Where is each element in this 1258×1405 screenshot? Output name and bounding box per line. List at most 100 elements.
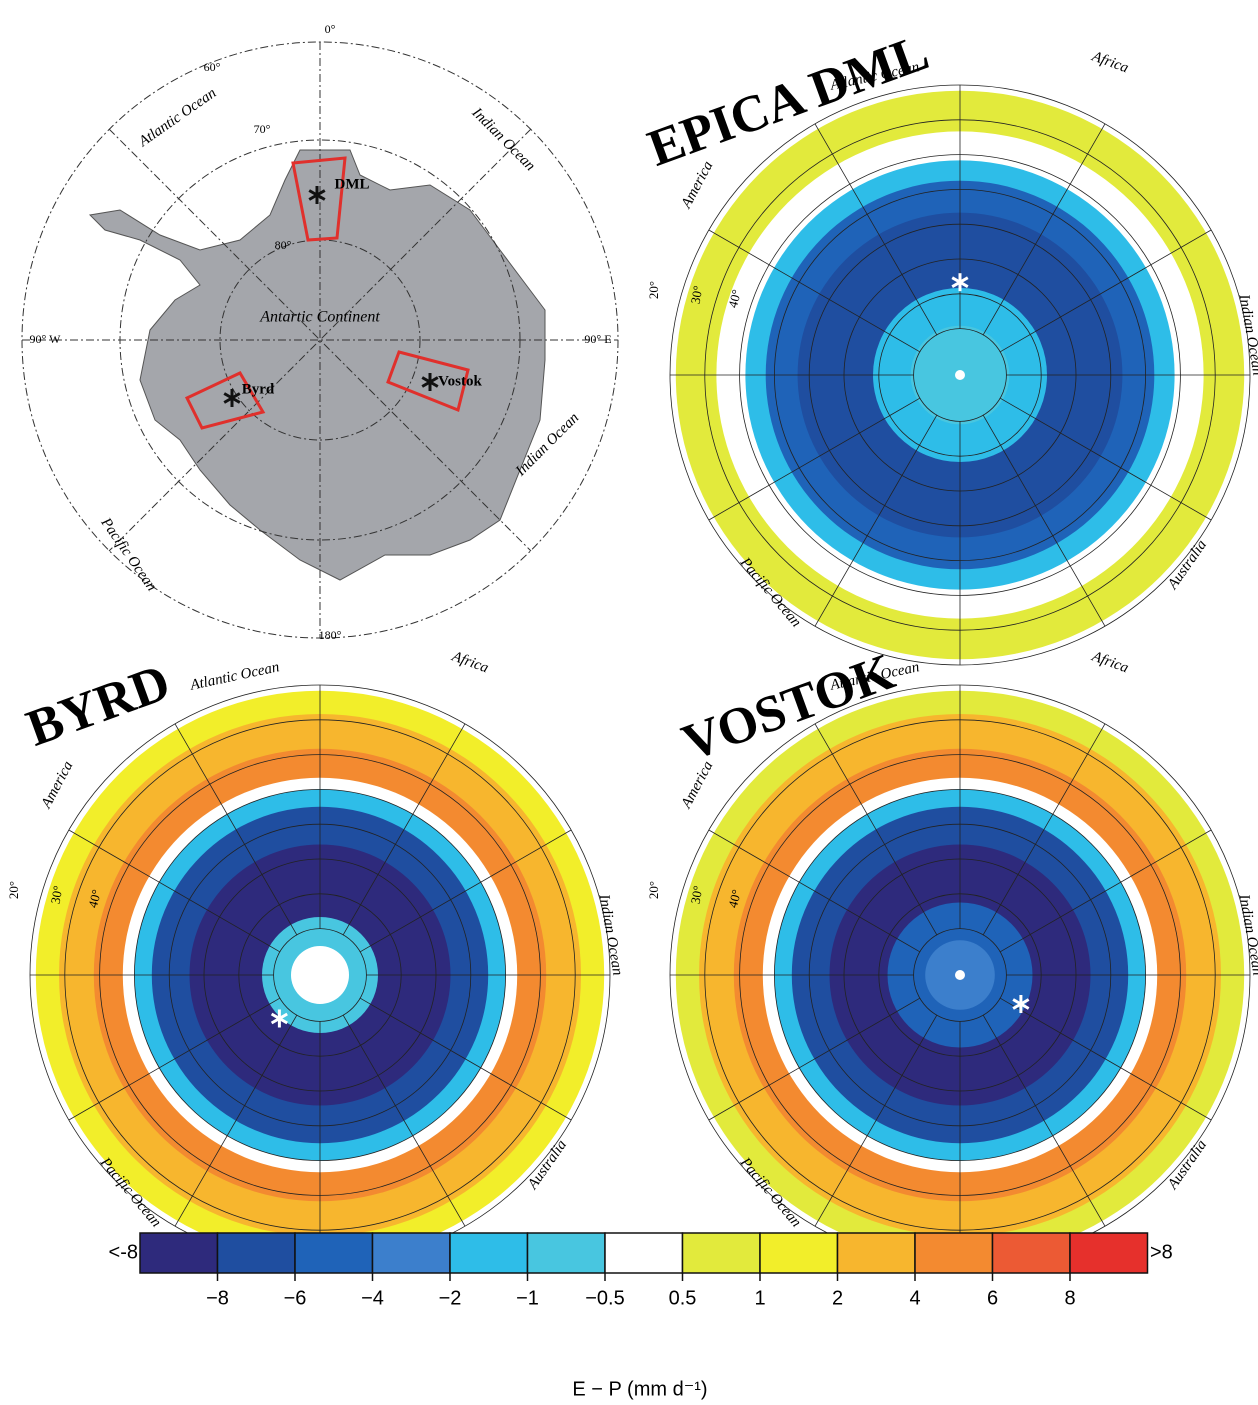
graticule	[359, 997, 572, 1121]
grid-label: 180°	[319, 628, 342, 642]
site-box	[291, 156, 347, 242]
colorbar-tick-label: −0.5	[585, 1287, 624, 1309]
graticule	[708, 829, 921, 953]
map-label: 20°	[6, 881, 21, 899]
overview-map	[21, 41, 619, 639]
ocean-label: Atlantic Ocean	[135, 85, 219, 151]
meridian	[108, 128, 532, 552]
graticule	[999, 997, 1212, 1121]
map-label: 20°	[646, 281, 661, 299]
grid-label: 90° W	[30, 332, 62, 346]
site-asterisk	[270, 1012, 288, 1025]
grid-label: 70°	[254, 122, 271, 136]
map-label: America	[678, 759, 716, 812]
colorbar-tick-label: −4	[361, 1287, 384, 1309]
grid-label: 0°	[325, 22, 336, 36]
graticule	[708, 997, 921, 1121]
ep-panel	[669, 684, 1251, 1266]
ocean-label: Indian Ocean	[468, 104, 538, 174]
continent	[88, 149, 546, 581]
colorbar-tick-label: 6	[987, 1287, 998, 1309]
ep-panel	[29, 684, 611, 1266]
map-label: 30°	[688, 884, 706, 905]
colorbar-tick-label: −6	[284, 1287, 307, 1309]
colorbar-segment	[914, 1232, 994, 1274]
colorbar-segment	[991, 1232, 1071, 1274]
graticule	[174, 723, 298, 936]
colorbar-segment	[294, 1232, 374, 1274]
graticule	[68, 829, 281, 953]
colorbar-tick-label: −2	[439, 1287, 462, 1309]
map-label: Africa	[449, 648, 491, 676]
colorbar-tick-label: 8	[1064, 1287, 1075, 1309]
map-label: America	[38, 759, 76, 812]
meridian	[108, 128, 532, 552]
colorbar-segment	[604, 1232, 684, 1274]
graticule	[814, 414, 938, 627]
colorbar-segment	[681, 1232, 761, 1274]
map-label: 40°	[725, 288, 744, 309]
grid-label: 80°	[275, 238, 292, 252]
continent-label: Antartic Continent	[259, 309, 380, 326]
graticule	[999, 397, 1212, 521]
map-label: 40°	[725, 888, 744, 909]
site-asterisk	[421, 376, 439, 388]
pole-dot	[315, 970, 325, 980]
graticule	[342, 1014, 466, 1227]
colorbar-segment	[216, 1232, 296, 1274]
colorbar-segment	[449, 1232, 529, 1274]
graticule	[999, 229, 1212, 353]
colorbar-axis-label: E − P (mm d⁻¹)	[572, 1378, 707, 1400]
ocean-label: Pacific Ocean	[97, 514, 160, 594]
grid-label: 90° E	[584, 332, 611, 346]
graticule	[814, 1014, 938, 1227]
colorbar-high-label: >8	[1150, 1241, 1173, 1263]
map-label: 20°	[646, 881, 661, 899]
graticule	[982, 723, 1106, 936]
map-label: Africa	[1089, 48, 1131, 76]
map-label: 30°	[688, 284, 706, 305]
panel-title: BYRD	[19, 654, 177, 758]
colorbar-segment	[526, 1232, 606, 1274]
pole-dot	[955, 370, 965, 380]
map-label: Africa	[1089, 648, 1131, 676]
colorbar-segment	[759, 1232, 839, 1274]
colorbar-tick-label: 0.5	[669, 1287, 697, 1309]
site-asterisk	[223, 392, 241, 404]
map-label: 40°	[85, 888, 104, 909]
map-label: Atlantic Ocean	[188, 659, 281, 694]
graticule	[982, 123, 1106, 336]
map-label: 30°	[48, 884, 66, 905]
colorbar-tick-label: 1	[754, 1287, 765, 1309]
pole-dot	[955, 970, 965, 980]
site-label: DML	[335, 176, 370, 192]
site-label: Vostok	[438, 373, 482, 389]
graticule	[342, 723, 466, 936]
graticule	[999, 829, 1212, 953]
colorbar-tick-label: −1	[516, 1287, 539, 1309]
ep-panel	[669, 84, 1251, 666]
graticule	[814, 723, 938, 936]
site-asterisk	[951, 276, 969, 288]
grid-label: 60°	[204, 60, 221, 74]
graticule	[359, 829, 572, 953]
graticule	[982, 1014, 1106, 1227]
graticule	[174, 1014, 298, 1227]
site-asterisk	[1012, 998, 1030, 1010]
colorbar-tick-label: −8	[206, 1287, 229, 1309]
graticule	[814, 123, 938, 336]
site-asterisk	[308, 189, 326, 201]
colorbar-segment	[371, 1232, 451, 1274]
graticule	[708, 229, 921, 353]
site-box	[386, 350, 470, 413]
site-label: Byrd	[242, 381, 275, 397]
graticule	[708, 397, 921, 521]
graticule	[982, 414, 1106, 627]
colorbar-low-label: <-8	[109, 1241, 138, 1263]
colorbar-segment	[1069, 1232, 1149, 1274]
site-box	[184, 371, 266, 430]
colorbar-segment	[836, 1232, 916, 1274]
colorbar-segment	[139, 1232, 219, 1274]
colorbar-tick-label: 2	[832, 1287, 843, 1309]
